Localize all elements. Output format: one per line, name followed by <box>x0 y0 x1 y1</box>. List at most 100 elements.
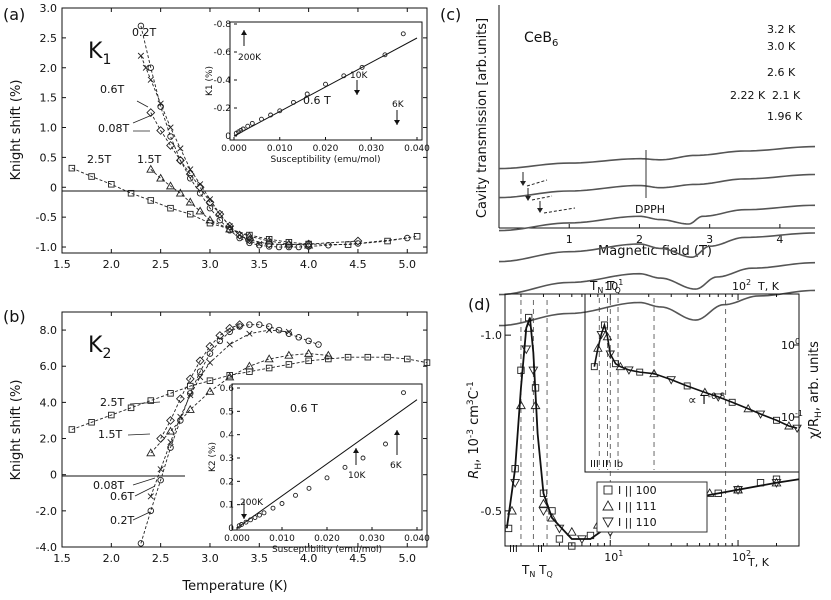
data-point-2.5T <box>325 355 332 363</box>
hall-point-I || 111 <box>704 488 715 497</box>
inset-data-point <box>243 519 249 525</box>
data-point-0.6T <box>147 76 154 83</box>
inset-data-point <box>401 390 406 396</box>
inset-xlabel: Susceptibility (emu/mol) <box>270 155 380 165</box>
inset-data-point <box>306 485 312 491</box>
panel-a-frame <box>61 7 428 254</box>
x-tick-label: 2.5 <box>152 258 170 271</box>
inset-data-point <box>341 73 347 79</box>
inset-data-point <box>359 64 365 70</box>
series-line-0.2T <box>140 25 408 248</box>
label-pointer <box>136 100 149 108</box>
arrow-2-head <box>525 196 531 201</box>
top-x-axis-label: T, K <box>757 280 780 293</box>
inset-annotation: 6K <box>392 100 405 110</box>
data-point-0.08T <box>225 323 235 333</box>
inset-x-tick-label: 0.030 <box>359 534 385 544</box>
inset-data-point <box>252 515 258 520</box>
inset-x-tick-label: 0.030 <box>358 144 384 154</box>
data-point-2.5T <box>285 238 293 246</box>
x-tick-label: 2.0 <box>103 552 121 565</box>
hall-point-I || 111 <box>538 498 549 508</box>
series-label-1.5T: 1.5T <box>137 153 161 166</box>
inset-x-tick-label: 0.020 <box>313 144 339 154</box>
data-point-0.08T <box>215 209 225 219</box>
inset-x-tick-label: 0.040 <box>404 534 430 544</box>
temperature-label: 2.6 K <box>767 66 796 79</box>
inset-x-tick-label: 0.010 <box>269 534 295 544</box>
panel-a-inset: 0.000 0.010 0.020 0.030 0.040 0 -0.2 -0.4 -0.6 -0… <box>205 20 430 165</box>
series-0.08T <box>156 320 245 443</box>
inset-data-point <box>279 501 285 506</box>
data-point-1.5T <box>284 239 294 248</box>
data-point-0.2T <box>177 417 184 424</box>
data-point-1.5T <box>304 348 314 357</box>
inset-data-point <box>360 455 366 461</box>
data-point-2.5T <box>404 355 411 363</box>
data-point-1.5T <box>264 354 274 363</box>
data-point-2.5T <box>246 368 253 375</box>
data-point-0.2T <box>157 476 164 484</box>
panel-b-title: K2 <box>88 333 111 362</box>
series-line-1.5T <box>150 353 329 454</box>
x-tick-label: 101 <box>604 549 623 564</box>
inset-data-point <box>383 441 388 447</box>
y-tick-label: 4.0 <box>40 396 58 409</box>
legend-marker <box>603 485 613 495</box>
data-point-2.5T <box>147 397 155 404</box>
x-tick-label: 1.5 <box>53 258 71 271</box>
data-point-2.5T <box>68 426 76 433</box>
data-point-0.08T <box>185 374 195 384</box>
inset-arrow-head <box>241 30 247 35</box>
series-label-0.2T: 0.2T <box>132 26 156 39</box>
series-label-2.5T: 2.5T <box>100 396 124 409</box>
inset-data-point <box>342 464 348 470</box>
panel-d-series <box>504 313 800 550</box>
inset-data-point <box>270 505 276 511</box>
data-point-2.5T <box>265 364 273 372</box>
x-tick-label: 1 <box>566 233 573 246</box>
data-point-2.5T <box>305 357 312 365</box>
panel-b-series-labels: 0.2T 0.6T0.08T 1.5T 2.5T <box>93 396 161 527</box>
power-law-label: ∝ T-0.8 <box>688 392 726 407</box>
data-point-0.6T <box>187 392 194 399</box>
data-point-0.2T <box>305 337 312 345</box>
arrow-1-guide <box>526 179 548 187</box>
top-TN-TQ-label: TN TQ <box>589 279 621 295</box>
x-tick-label: 5.0 <box>399 258 417 271</box>
data-point-1.5T <box>165 426 176 435</box>
y-tick-label: 3.0 <box>40 2 58 15</box>
data-point-2.5T <box>186 382 194 390</box>
y-tick-label: 0.5 <box>40 151 58 164</box>
data-point-0.08T <box>195 356 205 366</box>
temperature-label: 1.96 K <box>767 110 803 123</box>
inset-arrow-head <box>394 120 400 125</box>
data-point-0.2T <box>186 175 194 182</box>
data-point-0.6T <box>226 341 233 348</box>
panel-a: (a) K1 Knight shift (%) 1.5 2.0 2.5 3.0 3.5 4… <box>3 2 430 271</box>
inset-annotation: 200K <box>238 53 262 63</box>
y-tick-label: 2.0 <box>40 433 58 446</box>
inset-data-point <box>257 512 262 518</box>
series-2.5T <box>68 164 421 248</box>
panel-a-ticks: 1.5 2.0 2.5 3.0 3.5 4.0 4.5 5.0 -1.0 -0.5 0 0.5 1.0 1… <box>36 2 427 271</box>
panel-d-inset <box>590 321 802 434</box>
data-point-0.6T <box>147 493 154 500</box>
inset-annotation: 10K <box>348 471 366 481</box>
y-tick-label: 6.0 <box>40 360 58 373</box>
data-point-2.5T <box>226 225 233 233</box>
data-point-0.08T <box>225 221 235 231</box>
panel-b-ylabel: Knight shift (%) <box>9 380 24 481</box>
inset-y-tick-label: 0.2 <box>220 477 234 487</box>
inset-annotation: 200K <box>240 498 264 508</box>
inset-y-tick-label: 0.5 <box>220 407 234 417</box>
inset-title: 0.6 T <box>303 94 331 107</box>
panel-c-tag: (c) <box>440 5 461 24</box>
data-point-2.5T <box>127 404 135 412</box>
data-point-0.2T <box>216 337 224 345</box>
y-tick-label: -0.5 <box>36 211 57 224</box>
legend-label: I || 111 <box>618 500 657 513</box>
data-point-0.08T <box>166 141 175 150</box>
y-tick-label: 8.0 <box>40 324 58 337</box>
